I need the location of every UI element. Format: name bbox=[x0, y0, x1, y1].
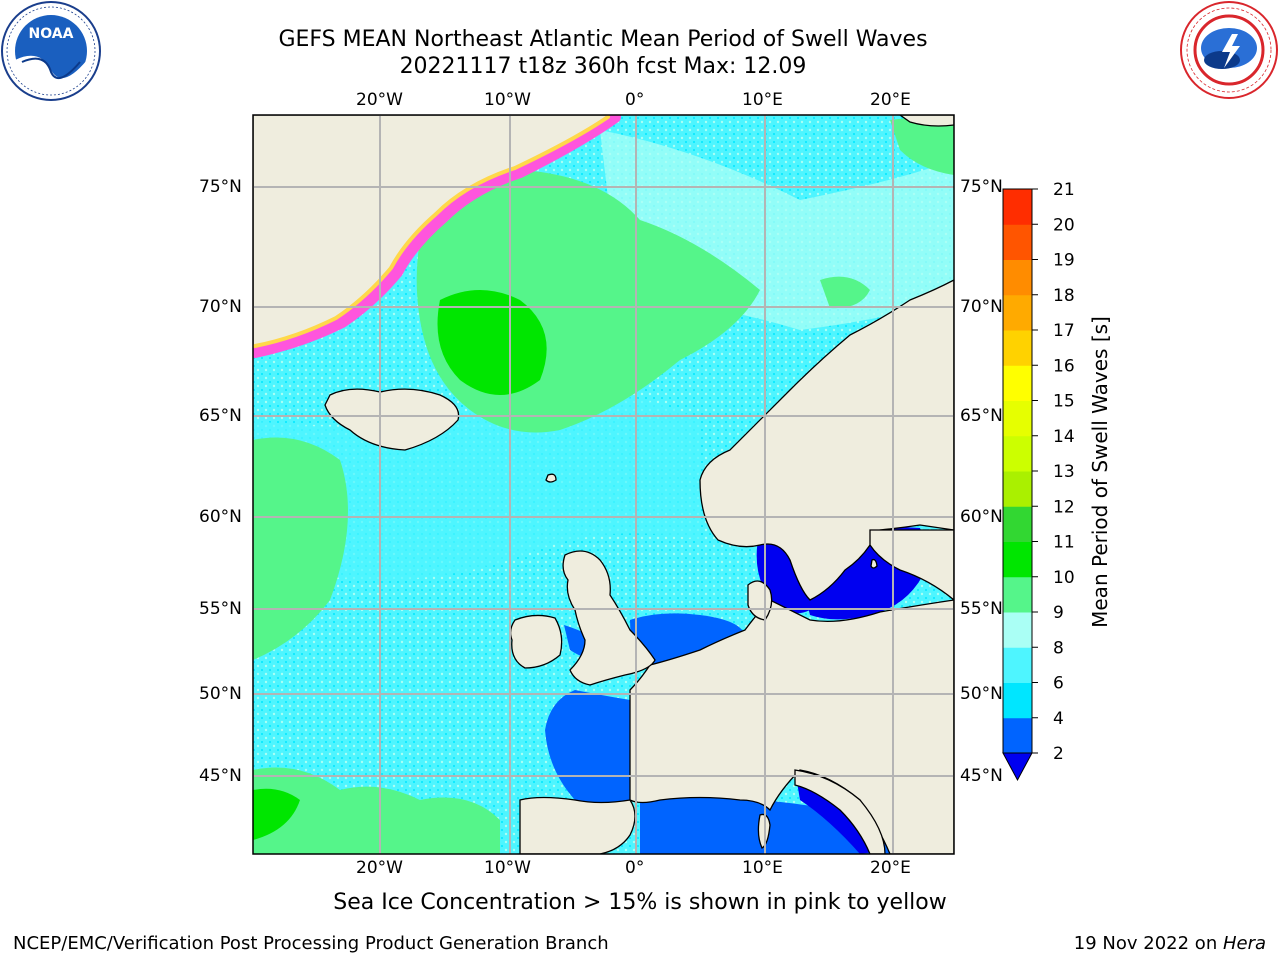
land-iberia bbox=[519, 796, 636, 854]
colorbar-segment bbox=[1003, 435, 1032, 472]
noaa-logo: NOAA bbox=[0, 0, 102, 102]
footer-date-text: 19 Nov 2022 on bbox=[1073, 933, 1223, 954]
colorbar-tick-label: 2 bbox=[1053, 744, 1064, 764]
lat-label-left-50n: 50°N bbox=[199, 684, 242, 704]
lat-label-right-45n: 45°N bbox=[960, 766, 1003, 786]
lon-label-top-20w: 20°W bbox=[356, 90, 403, 110]
colorbar-segment bbox=[1003, 506, 1032, 542]
footer-host: Hera bbox=[1222, 933, 1266, 954]
lat-label-left-60n: 60°N bbox=[199, 507, 242, 527]
lon-label-top-10w: 10°W bbox=[484, 90, 531, 110]
colorbar-segment bbox=[1003, 647, 1032, 683]
colorbar-segment bbox=[1003, 400, 1032, 437]
colorbar-tick-label: 15 bbox=[1053, 392, 1075, 412]
colorbar-segment bbox=[1003, 224, 1032, 260]
lat-label-right-55n: 55°N bbox=[960, 599, 1003, 619]
colorbar-tick-label: 14 bbox=[1053, 427, 1075, 447]
colorbar-segment bbox=[1003, 259, 1032, 296]
lon-label-bottom-20w: 20°W bbox=[356, 858, 403, 878]
chart-title-line1: GEFS MEAN Northeast Atlantic Mean Period… bbox=[278, 27, 928, 52]
colorbar-tick-label: 18 bbox=[1053, 286, 1075, 306]
colorbar-tick-label: 6 bbox=[1053, 674, 1064, 694]
colorbar-tick-label: 11 bbox=[1053, 533, 1075, 553]
colorbar-tick-label: 21 bbox=[1053, 180, 1075, 200]
lat-label-left-65n: 65°N bbox=[199, 406, 242, 426]
land-masses bbox=[253, 115, 954, 854]
colorbar-tick-label: 10 bbox=[1053, 568, 1075, 588]
colorbar-tick-label: 17 bbox=[1053, 321, 1075, 341]
chart-title-line2: 20221117 t18z 360h fcst Max: 12.09 bbox=[399, 54, 807, 79]
colorbar-segment bbox=[1003, 541, 1032, 578]
colorbar-tick-label: 13 bbox=[1053, 462, 1075, 482]
lat-label-right-50n: 50°N bbox=[960, 684, 1003, 704]
colorbar-segment bbox=[1003, 471, 1032, 507]
colorbar-segment bbox=[1003, 330, 1032, 366]
swell-field-green-west bbox=[253, 437, 348, 660]
colorbar-tick-label: 12 bbox=[1053, 497, 1075, 517]
lon-label-bottom-20e: 20°E bbox=[870, 858, 911, 878]
colorbar-segment bbox=[1003, 189, 1032, 225]
colorbar-tick-label: 4 bbox=[1053, 709, 1064, 729]
noaa-logo-text: NOAA bbox=[29, 26, 74, 42]
colorbar-tick-label: 19 bbox=[1053, 251, 1075, 271]
swell-field-north-sea-south bbox=[630, 613, 745, 675]
footer-credit: NCEP/EMC/Verification Post Processing Pr… bbox=[13, 933, 609, 954]
nws-logo bbox=[1178, 0, 1280, 100]
map-frame bbox=[252, 114, 955, 855]
lon-label-top-0: 0° bbox=[625, 90, 645, 110]
lat-label-right-75n: 75°N bbox=[960, 177, 1003, 197]
swell-field-bay-of-biscay bbox=[545, 690, 630, 803]
land-finland bbox=[869, 529, 954, 601]
swell-field-green-core bbox=[437, 290, 547, 395]
colorbar-tick-label: 20 bbox=[1053, 215, 1075, 235]
graticule bbox=[253, 115, 954, 854]
lat-label-right-70n: 70°N bbox=[960, 297, 1003, 317]
lon-label-top-10e: 10°E bbox=[742, 90, 783, 110]
colorbar-segment bbox=[1003, 576, 1032, 613]
colorbar-extend-min bbox=[1002, 752, 1033, 782]
lon-label-bottom-10w: 10°W bbox=[484, 858, 531, 878]
lat-label-left-75n: 75°N bbox=[199, 177, 242, 197]
lon-label-bottom-10e: 10°E bbox=[742, 858, 783, 878]
land-great-britain bbox=[562, 550, 656, 686]
sea-ice-edge bbox=[253, 115, 621, 358]
colorbar-segment bbox=[1003, 717, 1032, 754]
footer-date: 19 Nov 2022 on Hera bbox=[1074, 933, 1266, 954]
lon-label-bottom-0: 0° bbox=[625, 858, 645, 878]
lat-label-left-55n: 55°N bbox=[199, 599, 242, 619]
lat-label-left-70n: 70°N bbox=[199, 297, 242, 317]
lat-label-right-60n: 60°N bbox=[960, 507, 1003, 527]
colorbar-segment bbox=[1003, 365, 1032, 401]
land-continental-europe bbox=[629, 599, 954, 854]
swell-field-green-southwest bbox=[253, 767, 500, 854]
lat-label-left-45n: 45°N bbox=[199, 766, 242, 786]
colorbar-segment bbox=[1003, 294, 1032, 331]
land-scandinavia bbox=[699, 279, 954, 601]
colorbar-tick-label: 16 bbox=[1053, 356, 1075, 376]
land-ireland bbox=[509, 614, 563, 669]
colorbar-tick-label: 8 bbox=[1053, 638, 1064, 658]
colorbar-segment bbox=[1003, 612, 1032, 648]
colorbar-tick-label: 9 bbox=[1053, 603, 1064, 623]
map-plot-area bbox=[253, 115, 954, 854]
colorbar-segment bbox=[1003, 682, 1032, 719]
colorbar: 2 4 6 8 9 10 11 12 13 14 15 16 17 18 19 20 21 bbox=[1002, 180, 1075, 782]
sea-ice-note: Sea Ice Concentration > 15% is shown in … bbox=[333, 890, 947, 915]
colorbar-label: Mean Period of Swell Waves [s] bbox=[1088, 316, 1112, 628]
lat-label-right-65n: 65°N bbox=[960, 406, 1003, 426]
lon-label-top-20e: 20°E bbox=[870, 90, 911, 110]
land-faroe bbox=[545, 473, 557, 483]
